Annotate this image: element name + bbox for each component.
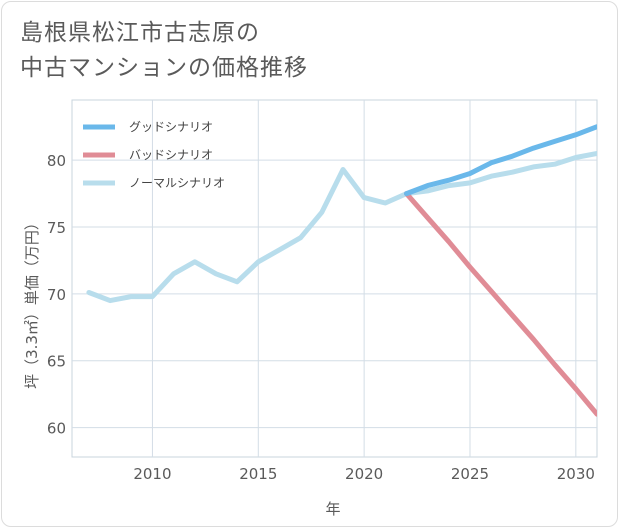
x-tick-label: 2020 bbox=[345, 465, 383, 483]
legend-label-0: グッドシナリオ bbox=[129, 120, 213, 134]
grid-lines bbox=[72, 100, 597, 457]
y-tick-label: 75 bbox=[47, 219, 66, 237]
series-lines bbox=[86, 124, 597, 417]
y-tick-labels: 60 65 70 75 80 bbox=[47, 152, 66, 437]
legend-label-2: ノーマルシナリオ bbox=[129, 176, 225, 190]
series-line-1 bbox=[404, 191, 597, 417]
y-axis-label: 坪（3.3㎡）単価（万円） bbox=[23, 215, 41, 389]
x-tick-label: 2025 bbox=[451, 465, 489, 483]
series-line-2 bbox=[86, 151, 597, 304]
y-tick-label: 60 bbox=[47, 420, 66, 438]
chart-title-line-2: 中古マンションの価格推移 bbox=[20, 55, 308, 81]
legend-label-1: バッドシナリオ bbox=[129, 148, 213, 162]
y-tick-label: 80 bbox=[47, 152, 66, 170]
chart-title-line-1: 島根県松江市古志原の bbox=[20, 20, 260, 46]
x-axis-label: 年 bbox=[325, 500, 340, 518]
x-tick-label: 2010 bbox=[133, 465, 171, 483]
series-line-0 bbox=[404, 124, 597, 197]
x-tick-label: 2015 bbox=[239, 465, 277, 483]
plot-frame bbox=[71, 99, 598, 458]
chart-title: 島根県松江市古志原の 中古マンションの価格推移 bbox=[20, 16, 308, 86]
x-tick-label: 2030 bbox=[557, 465, 595, 483]
y-tick-label: 70 bbox=[47, 286, 66, 304]
y-tick-label: 65 bbox=[47, 353, 66, 371]
plot-area bbox=[71, 99, 598, 458]
x-tick-labels: 2010 2015 2020 2025 2030 bbox=[133, 465, 595, 483]
